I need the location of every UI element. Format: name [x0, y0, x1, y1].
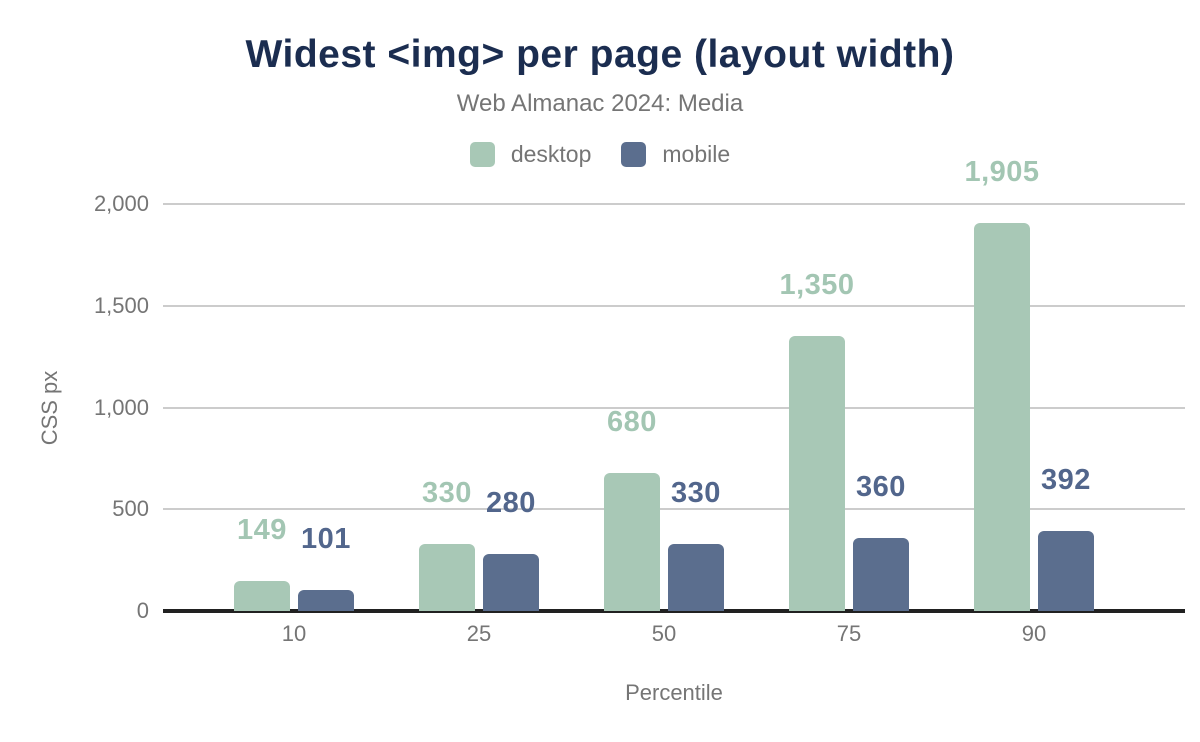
legend-label: mobile — [662, 141, 731, 167]
bar-value-desktop-p10: 149 — [237, 514, 287, 546]
bar-desktop-p25 — [419, 544, 475, 611]
legend-label: desktop — [510, 141, 592, 167]
bar-mobile-p10 — [298, 590, 354, 611]
bar-desktop-p10 — [234, 581, 290, 611]
y-axis-title: CSS px — [37, 370, 62, 446]
legend-swatch-desktop — [469, 142, 495, 167]
chart-title: Widest <img> per page (layout width) — [245, 33, 955, 76]
bar-desktop-p75 — [789, 336, 845, 611]
gridline-1500 — [163, 304, 1185, 307]
bar-value-mobile-p90: 392 — [1041, 464, 1091, 496]
x-axis-line — [163, 609, 1185, 613]
bar-value-mobile-p75: 360 — [856, 471, 906, 503]
bar-mobile-p75 — [853, 538, 909, 611]
y-tick-label-2000: 2,000 — [93, 191, 149, 216]
legend-swatch-mobile — [621, 142, 647, 167]
y-tick-label-1000: 1,000 — [93, 394, 149, 420]
gridline-2000 — [163, 203, 1185, 205]
x-tick-label-25: 25 — [466, 621, 492, 646]
bar-value-mobile-p10: 101 — [301, 523, 351, 555]
y-tick-label-0: 0 — [136, 598, 149, 623]
bar-value-desktop-p50: 680 — [607, 406, 657, 438]
x-tick-label-90: 90 — [1021, 621, 1047, 646]
legend: desktop mobile — [0, 141, 1200, 168]
y-tick-label-500: 500 — [112, 496, 149, 522]
legend-item-mobile: mobile — [621, 141, 730, 168]
bar-desktop-p50 — [604, 473, 660, 611]
gridline-1000 — [163, 406, 1185, 409]
legend-item-desktop: desktop — [469, 141, 592, 168]
x-tick-label-10: 10 — [281, 621, 307, 646]
bar-value-mobile-p25: 280 — [486, 487, 536, 519]
bar-value-desktop-p90: 1,905 — [964, 156, 1040, 188]
bar-mobile-p25 — [483, 554, 539, 611]
x-tick-label-50: 50 — [651, 621, 677, 646]
bar-desktop-p90 — [974, 223, 1030, 611]
bar-mobile-p50 — [668, 544, 724, 611]
bar-value-desktop-p25: 330 — [422, 477, 472, 509]
x-axis-title: Percentile — [625, 680, 723, 705]
bar-value-mobile-p50: 330 — [671, 477, 721, 509]
x-tick-label-75: 75 — [836, 621, 862, 646]
y-tick-label-1500: 1,500 — [93, 292, 149, 318]
gridline-500 — [163, 508, 1185, 511]
bar-value-desktop-p75: 1,350 — [779, 269, 855, 301]
plot-area: 0 500 1,000 1,500 2,000 149 101 10 330 280 25 680 33… — [94, 158, 1185, 646]
chart-subtitle: Web Almanac 2024: Media — [456, 90, 744, 117]
bar-mobile-p90 — [1038, 531, 1094, 611]
